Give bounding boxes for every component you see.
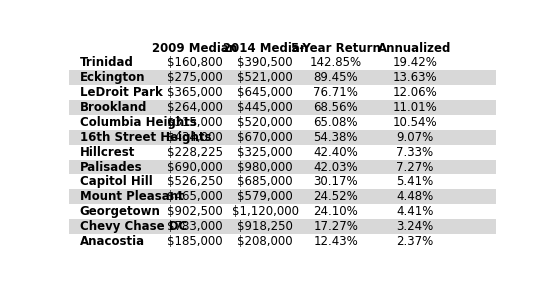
Text: 12.06%: 12.06% [392, 86, 437, 99]
Text: $918,250: $918,250 [237, 220, 293, 233]
Text: 68.56%: 68.56% [314, 101, 358, 114]
Text: 7.27%: 7.27% [396, 160, 434, 174]
Text: 65.08%: 65.08% [314, 116, 358, 129]
Text: 16th Street Heights: 16th Street Heights [79, 131, 211, 144]
Bar [69, 115, 496, 130]
Text: 5-Year Return: 5-Year Return [291, 41, 381, 55]
Bar [69, 160, 496, 174]
Text: 17.27%: 17.27% [314, 220, 358, 233]
Text: $980,000: $980,000 [237, 160, 293, 174]
Text: 30.17%: 30.17% [314, 176, 358, 188]
Text: $228,225: $228,225 [167, 146, 223, 159]
Text: Palisades: Palisades [79, 160, 142, 174]
Text: 4.41%: 4.41% [396, 205, 434, 218]
Text: Mount Pleasant: Mount Pleasant [79, 190, 183, 203]
Text: $185,000: $185,000 [167, 235, 223, 248]
Text: $520,000: $520,000 [237, 116, 293, 129]
Text: Annualized: Annualized [378, 41, 451, 55]
Text: 19.42%: 19.42% [392, 57, 437, 70]
Text: 42.03%: 42.03% [314, 160, 358, 174]
Text: $783,000: $783,000 [167, 220, 223, 233]
Text: $670,000: $670,000 [237, 131, 293, 144]
Text: 76.71%: 76.71% [314, 86, 358, 99]
Text: 142.85%: 142.85% [310, 57, 362, 70]
Text: 2009 Median: 2009 Median [152, 41, 237, 55]
Bar [69, 55, 496, 70]
Text: Anacostia: Anacostia [79, 235, 145, 248]
Bar [69, 70, 496, 85]
Text: 5.41%: 5.41% [396, 176, 434, 188]
Text: $390,500: $390,500 [237, 57, 293, 70]
Text: 4.48%: 4.48% [396, 190, 434, 203]
Text: 10.54%: 10.54% [392, 116, 437, 129]
Text: $645,000: $645,000 [237, 86, 293, 99]
Bar [69, 219, 496, 234]
Text: $325,000: $325,000 [237, 146, 293, 159]
Text: 54.38%: 54.38% [314, 131, 358, 144]
Bar [69, 204, 496, 219]
Text: 13.63%: 13.63% [392, 71, 437, 84]
Bar [69, 145, 496, 160]
Text: Chevy Chase DC: Chevy Chase DC [79, 220, 187, 233]
Text: 12.43%: 12.43% [314, 235, 358, 248]
Text: $526,250: $526,250 [167, 176, 223, 188]
Text: Hillcrest: Hillcrest [79, 146, 135, 159]
Bar [69, 100, 496, 115]
Text: $264,000: $264,000 [167, 101, 223, 114]
Text: $315,000: $315,000 [167, 116, 223, 129]
Text: $445,000: $445,000 [237, 101, 293, 114]
Text: $465,000: $465,000 [167, 190, 223, 203]
Bar [69, 234, 496, 249]
Bar [69, 85, 496, 100]
Text: 9.07%: 9.07% [396, 131, 434, 144]
Text: 89.45%: 89.45% [314, 71, 358, 84]
Text: 42.40%: 42.40% [314, 146, 358, 159]
Text: $275,000: $275,000 [167, 71, 223, 84]
Text: $1,120,000: $1,120,000 [232, 205, 299, 218]
Text: 24.52%: 24.52% [314, 190, 358, 203]
Bar [69, 130, 496, 145]
Text: $365,000: $365,000 [167, 86, 223, 99]
Text: 3.24%: 3.24% [396, 220, 434, 233]
Text: Eckington: Eckington [79, 71, 145, 84]
Text: $579,000: $579,000 [237, 190, 293, 203]
Text: $160,800: $160,800 [167, 57, 223, 70]
Text: 11.01%: 11.01% [392, 101, 437, 114]
Text: 7.33%: 7.33% [396, 146, 433, 159]
Text: $685,000: $685,000 [237, 176, 293, 188]
Text: $690,000: $690,000 [167, 160, 223, 174]
Bar [69, 174, 496, 189]
Text: Brookland: Brookland [79, 101, 147, 114]
Text: $521,000: $521,000 [237, 71, 293, 84]
Text: Trinidad: Trinidad [79, 57, 133, 70]
Text: 2.37%: 2.37% [396, 235, 434, 248]
Text: Columbia Heights: Columbia Heights [79, 116, 196, 129]
Text: $434,000: $434,000 [167, 131, 223, 144]
Text: $208,000: $208,000 [237, 235, 293, 248]
Text: 24.10%: 24.10% [314, 205, 358, 218]
Text: 2014 Median: 2014 Median [223, 41, 308, 55]
Text: Georgetown: Georgetown [79, 205, 160, 218]
Text: LeDroit Park: LeDroit Park [79, 86, 163, 99]
Text: Capitol Hill: Capitol Hill [79, 176, 152, 188]
Bar [69, 189, 496, 204]
Text: $902,500: $902,500 [167, 205, 223, 218]
